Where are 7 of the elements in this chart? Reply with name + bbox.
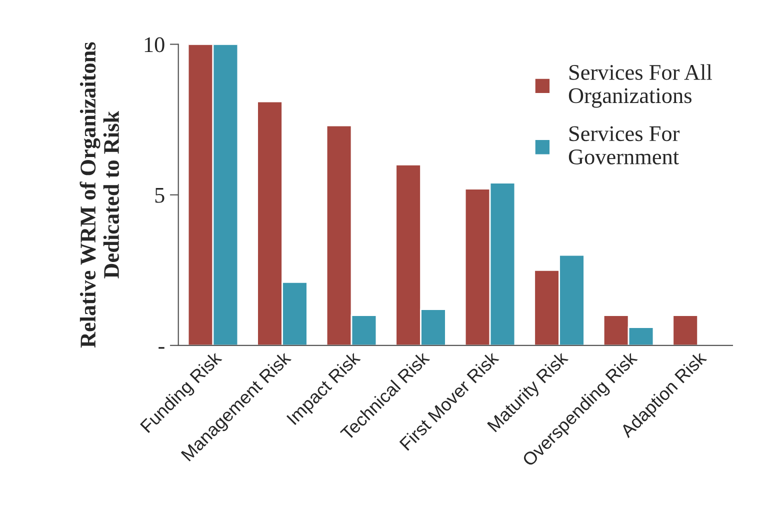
y-tick-label: -: [158, 347, 164, 349]
y-tick-label: 5: [155, 188, 164, 203]
legend-label: Services For Government: [568, 126, 680, 164]
bar: [672, 314, 698, 346]
y-axis-title: Relative WRM of Organizaitons Dedicated to Risk: [80, 42, 119, 348]
y-tick-label: 10: [144, 37, 164, 52]
legend-label: Services For All Organizations: [568, 64, 712, 108]
